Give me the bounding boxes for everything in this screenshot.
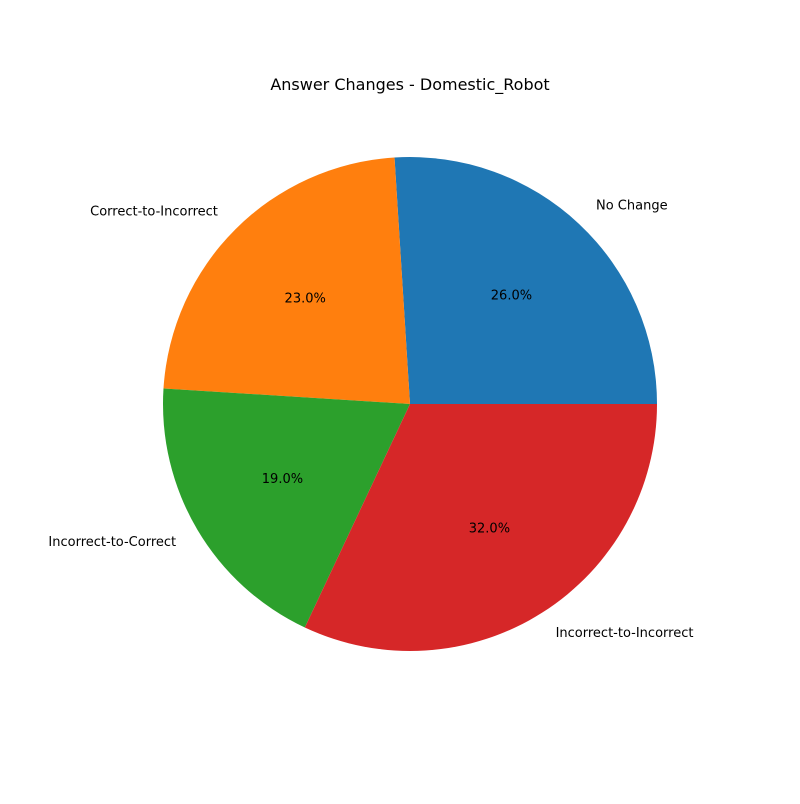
pie-slice-incorrect-to-correct xyxy=(162,388,410,628)
slice-label-incorrect-to-incorrect: Incorrect-to-Incorrect xyxy=(556,626,694,641)
slice-label-incorrect-to-correct: Incorrect-to-Correct xyxy=(48,535,176,550)
slice-percent-incorrect-to-incorrect: 32.0% xyxy=(469,522,510,537)
slice-percent-correct-to-incorrect: 23.0% xyxy=(285,292,326,307)
slice-label-no-change: No Change xyxy=(596,198,668,213)
pie-slice-no-change xyxy=(394,156,657,404)
slice-label-correct-to-incorrect: Correct-to-Incorrect xyxy=(90,204,218,219)
chart-title: Answer Changes - Domestic_Robot xyxy=(270,75,549,95)
pie-slice-incorrect-to-incorrect xyxy=(304,404,657,652)
slice-percent-labels: 26.0% 23.0% 19.0% 32.0% xyxy=(262,288,532,536)
pie-slice-correct-to-incorrect xyxy=(163,157,410,404)
slice-percent-incorrect-to-correct: 19.0% xyxy=(262,472,303,487)
slice-percent-no-change: 26.0% xyxy=(491,288,532,303)
slice-labels: No Change Correct-to-Incorrect Incorrect-t… xyxy=(48,198,693,640)
pie-slices xyxy=(162,156,657,652)
